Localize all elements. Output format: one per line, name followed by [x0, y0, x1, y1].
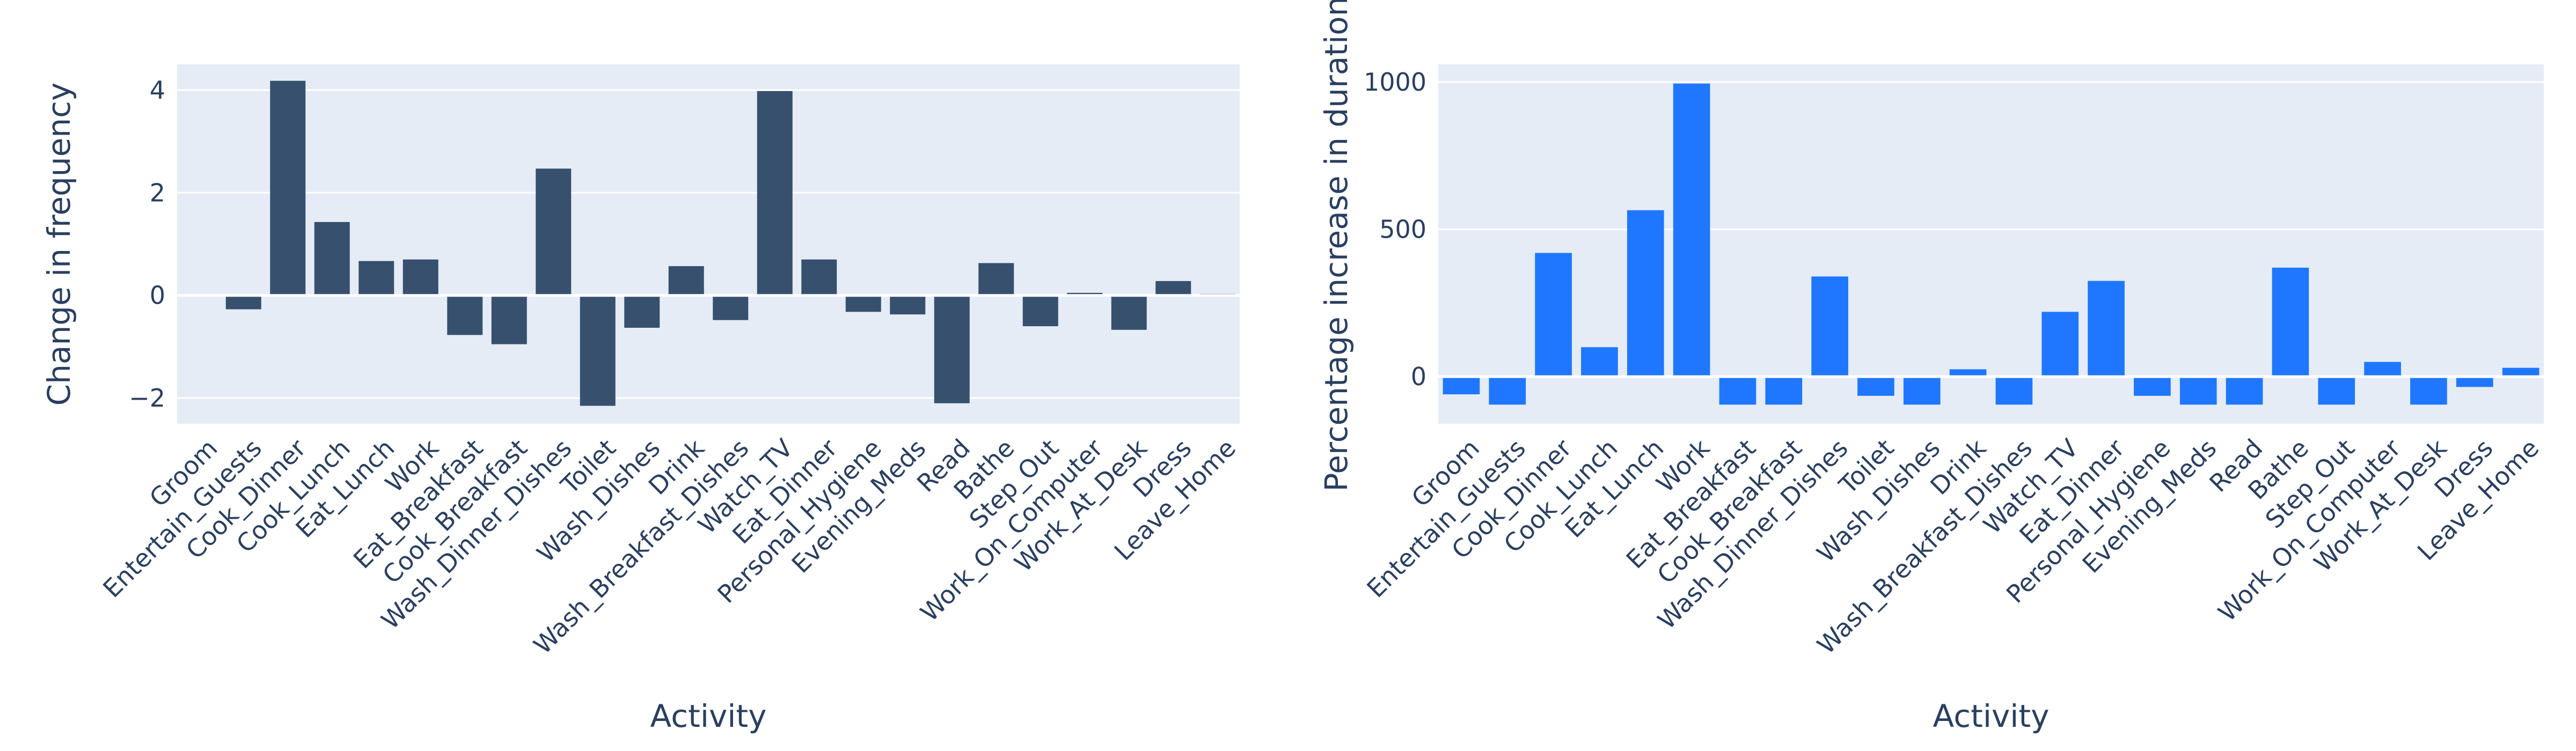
x-axis-title: Activity: [650, 698, 767, 734]
bar-step-out: [2318, 377, 2355, 405]
bar-wash-breakfast-dishes: [713, 295, 749, 320]
bar-cook-lunch: [1581, 347, 1618, 377]
bar-drink: [1949, 369, 1987, 377]
y-tick-label: 0: [1411, 362, 1426, 391]
bar-entertain-guests: [1489, 377, 1526, 405]
bar-work-on-computer: [2364, 362, 2401, 377]
bar-dress: [2456, 377, 2493, 387]
bar-watch-tv: [2041, 312, 2079, 377]
bar-work: [402, 259, 438, 296]
bar-evening-meds: [2179, 377, 2217, 405]
bar-step-out: [1022, 295, 1058, 327]
bar-evening-meds: [890, 295, 926, 315]
plot-background: [177, 64, 1240, 424]
y-axis-title: Percentage increase in duration: [1318, 0, 1355, 492]
y-tick-label: −2: [129, 384, 165, 413]
y-tick-label: 2: [150, 178, 165, 207]
duration-increase-chart: 05001000GroomEntertain_GuestsCook_Dinner…: [1318, 0, 2544, 734]
y-axis-title: Change in frequency: [41, 83, 77, 406]
bar-toilet: [580, 295, 616, 406]
bar-work: [1673, 83, 1710, 377]
bar-wash-dishes: [624, 295, 660, 328]
bar-wash-dishes: [1903, 377, 1941, 405]
bar-leave-home: [2502, 367, 2540, 377]
bar-bathe: [2272, 267, 2309, 377]
bar-eat-breakfast: [447, 295, 483, 335]
bar-eat-dinner: [801, 259, 837, 296]
bar-work-at-desk: [2410, 377, 2447, 405]
y-tick-label: 4: [150, 76, 165, 105]
bar-eat-lunch: [358, 261, 394, 296]
y-tick-label: 500: [1379, 215, 1426, 244]
bar-eat-breakfast: [1719, 377, 1757, 405]
x-axis-title: Activity: [1933, 698, 2050, 734]
bar-wash-dinner-dishes: [536, 168, 572, 296]
bar-cook-dinner: [1535, 253, 1572, 377]
y-tick-label: 0: [150, 281, 165, 310]
plot-background: [1438, 64, 2544, 424]
bar-cook-lunch: [314, 222, 350, 296]
bar-wash-dinner-dishes: [1811, 276, 1848, 377]
frequency-change-chart: −2024GroomEntertain_GuestsCook_DinnerCoo…: [41, 64, 1241, 734]
y-tick-label: 1000: [1364, 68, 1426, 97]
bar-toilet: [1857, 377, 1894, 396]
bar-watch-tv: [757, 91, 793, 296]
bar-cook-dinner: [270, 80, 306, 296]
bar-cook-breakfast: [1765, 377, 1803, 405]
bar-eat-dinner: [2088, 281, 2125, 377]
bar-personal-hygiene: [2134, 377, 2171, 396]
bar-entertain-guests: [225, 295, 261, 310]
bar-groom: [1443, 377, 1480, 395]
bar-dress: [1155, 281, 1191, 296]
bar-bathe: [978, 263, 1014, 296]
bar-drink: [668, 266, 704, 296]
bar-read: [934, 295, 970, 403]
bar-eat-lunch: [1627, 210, 1664, 377]
bar-wash-breakfast-dishes: [1995, 377, 2033, 405]
bar-cook-breakfast: [491, 295, 527, 344]
bar-personal-hygiene: [845, 295, 881, 312]
bar-read: [2226, 377, 2263, 405]
bar-work-at-desk: [1111, 295, 1147, 330]
